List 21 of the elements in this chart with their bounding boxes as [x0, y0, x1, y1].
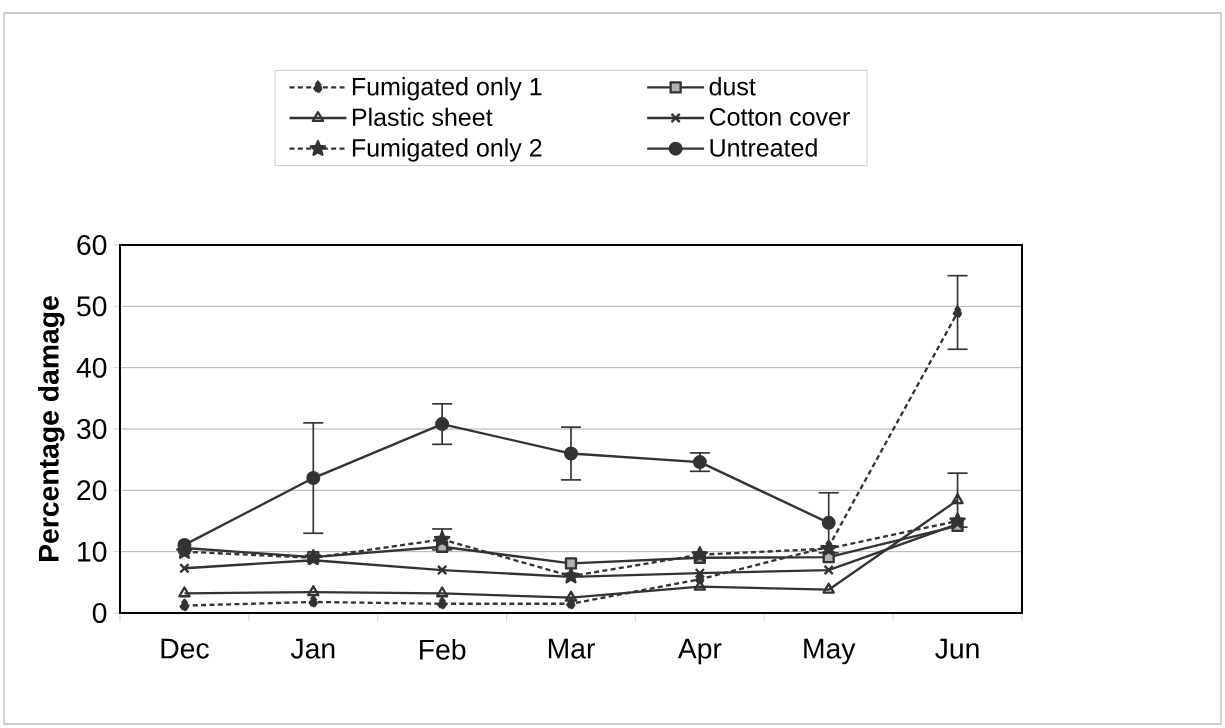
x-tick-label: Feb: [420, 638, 466, 660]
y-axis-title: Percentage damage: [37, 296, 65, 561]
x-tick-label: Dec: [161, 638, 209, 659]
legend-label: Untreated: [710, 138, 817, 157]
legend-label: Fumigated only 1: [352, 77, 542, 101]
y-tick-label: 40: [76, 357, 107, 378]
legend-label: Plastic sheet: [352, 107, 493, 127]
x-tick-label: May: [804, 638, 856, 665]
legend-label: Fumigated only 2: [352, 138, 542, 162]
x-tick-label: Apr: [677, 638, 722, 665]
y-tick-label: 60: [77, 234, 107, 256]
x-tick-label: Mar: [548, 638, 595, 659]
legend-label: Cotton cover: [709, 108, 850, 126]
x-tick-label: Jan: [290, 638, 335, 659]
x-tick-label: Jun: [935, 638, 979, 659]
legend-label: dust: [709, 77, 756, 96]
y-tick-label: 50: [77, 296, 107, 317]
y-tick-label: 20: [77, 480, 107, 501]
y-tick-label: 30: [77, 418, 107, 440]
y-tick-label: 10: [78, 541, 107, 562]
y-tick-label: 0: [92, 602, 107, 624]
